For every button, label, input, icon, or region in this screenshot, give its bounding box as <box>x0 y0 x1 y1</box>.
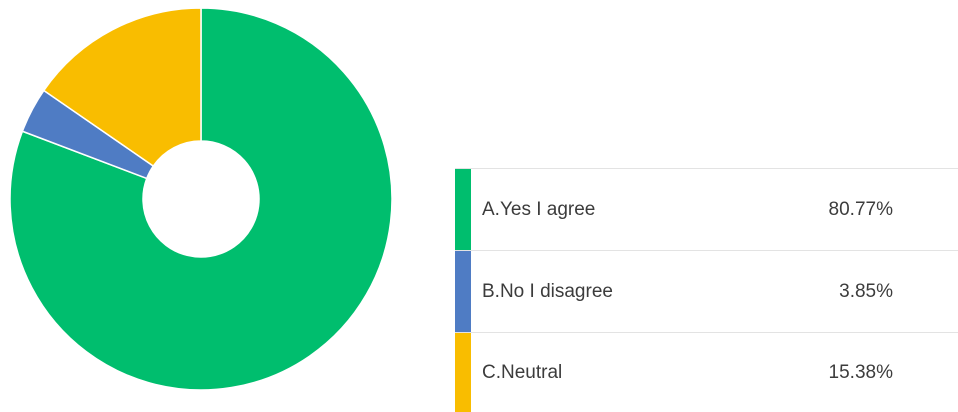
legend-swatch-yes <box>455 169 471 250</box>
legend-percent-neutral: 15.38% <box>828 361 893 383</box>
legend-label-neutral: C.Neutral <box>482 361 563 383</box>
legend-swatch-neutral <box>455 333 471 412</box>
legend-row-yes: A.Yes I agree 80.77% <box>455 168 958 250</box>
legend-table: A.Yes I agree 80.77% B.No I disagree 3.8… <box>455 168 958 412</box>
legend-percent-yes: 80.77% <box>828 198 893 220</box>
legend-label-no: B.No I disagree <box>482 280 613 302</box>
slice-neutral <box>42 7 202 168</box>
donut-chart <box>9 7 393 391</box>
legend-label-yes: A.Yes I agree <box>482 198 596 220</box>
legend-swatch-no <box>455 251 471 332</box>
legend-percent-no: 3.85% <box>839 280 893 302</box>
slice-yes <box>9 7 393 391</box>
legend-row-neutral: C.Neutral 15.38% <box>455 332 958 412</box>
legend-row-no: B.No I disagree 3.85% <box>455 250 958 332</box>
